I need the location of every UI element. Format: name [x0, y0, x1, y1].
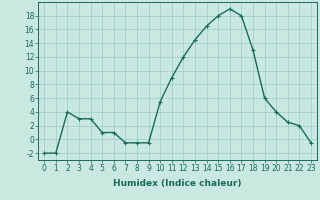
X-axis label: Humidex (Indice chaleur): Humidex (Indice chaleur) — [113, 179, 242, 188]
